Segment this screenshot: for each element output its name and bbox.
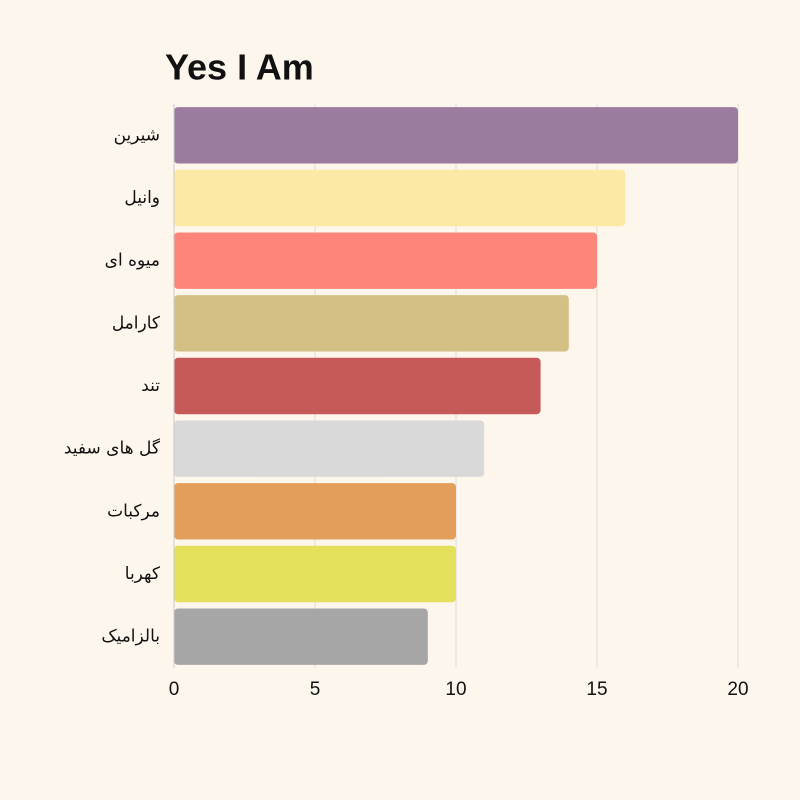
chart-title: Yes I Am [165,47,314,88]
y-tick-label: تند [141,376,160,396]
y-tick-label: شیرین [114,125,160,145]
bar [174,483,456,540]
bar [174,420,485,477]
y-tick-label: گل های سفید [64,438,161,459]
x-tick-label: 0 [169,679,180,700]
y-tick-label: کهربا [125,564,161,584]
y-tick-label: میوه ای [105,251,160,271]
x-tick-label: 15 [586,679,607,700]
x-tick-label: 5 [310,679,321,700]
y-tick-label: بالزامیک [101,627,160,647]
bar [174,545,456,603]
bar [174,232,597,289]
bar [174,357,541,415]
bar [174,107,738,164]
y-tick-label: کارامل [112,313,161,333]
y-tick-label: وانیل [124,188,160,208]
x-tick-label: 20 [727,679,748,700]
bar [174,169,626,227]
x-tick-label: 10 [445,679,466,700]
bar [174,608,428,665]
bar [174,295,569,352]
y-tick-label: مرکبات [107,501,160,521]
